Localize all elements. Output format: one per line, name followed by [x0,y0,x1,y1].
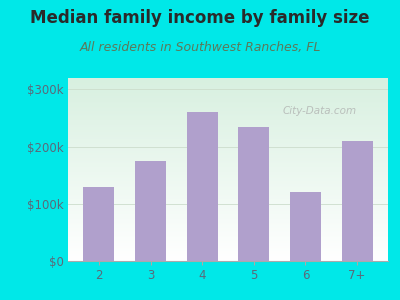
Bar [84,187,114,261]
Bar [342,141,372,261]
Text: Median family income by family size: Median family income by family size [30,9,370,27]
Bar [187,112,218,261]
Text: City-Data.com: City-Data.com [282,106,356,116]
Bar [238,127,269,261]
Bar [290,192,321,261]
Text: All residents in Southwest Ranches, FL: All residents in Southwest Ranches, FL [79,40,321,53]
Bar [135,161,166,261]
